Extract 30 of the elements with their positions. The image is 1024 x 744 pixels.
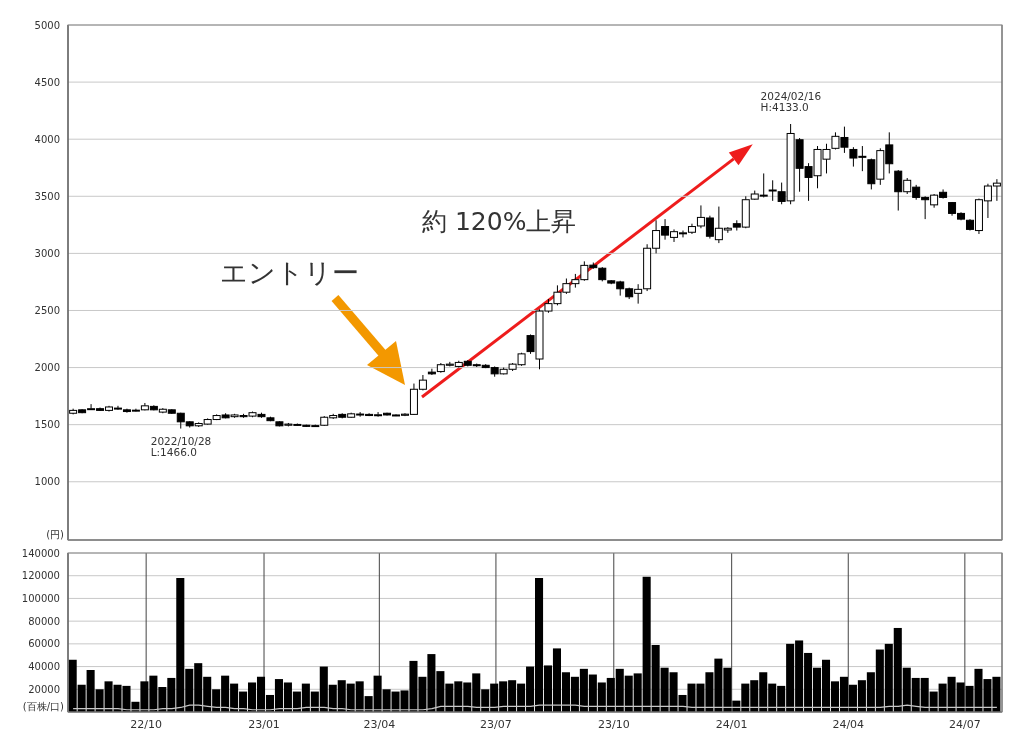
y-tick-label: 5000 xyxy=(34,19,60,31)
y-tick-label: 1000 xyxy=(34,476,60,488)
y-tick-label: 3500 xyxy=(34,190,60,202)
y-tick-label: 40000 xyxy=(28,661,60,673)
y-tick-label: 1500 xyxy=(34,419,60,431)
y-tick-label: 80000 xyxy=(28,615,60,627)
y-tick-label: 20000 xyxy=(28,683,60,695)
y-axis-title: (円) xyxy=(46,529,65,540)
x-tick-label: 22/10 xyxy=(130,717,163,731)
y-axis-title: (百株/口) xyxy=(22,701,65,712)
y-tick-label: 2000 xyxy=(34,362,60,374)
y-tick-label: 4000 xyxy=(34,133,60,145)
y-tick-label: 3000 xyxy=(34,247,60,259)
x-tick-label: 24/04 xyxy=(832,717,865,731)
y-tick-label: 120000 xyxy=(21,570,60,582)
annotation: 2024/02/16 H:4133.0 xyxy=(760,90,822,113)
x-tick-label: 23/01 xyxy=(248,717,280,731)
x-tick-label: 24/07 xyxy=(948,717,981,731)
y-tick-label: 60000 xyxy=(28,638,60,650)
y-tick-label: 2500 xyxy=(34,305,60,317)
x-tick-label: 24/01 xyxy=(715,717,748,731)
annotation: エントリー xyxy=(220,257,359,288)
y-tick-label: 100000 xyxy=(21,592,60,604)
y-tick-label: 4500 xyxy=(34,76,60,88)
y-tick-label: 140000 xyxy=(21,547,60,559)
x-tick-label: 23/07 xyxy=(480,717,512,731)
x-tick-label: 23/10 xyxy=(597,717,630,731)
annotation: 2022/10/28 L:1466.0 xyxy=(150,434,212,458)
x-tick-label: 23/04 xyxy=(363,717,396,731)
annotation: 約 120%上昇 xyxy=(422,207,577,236)
